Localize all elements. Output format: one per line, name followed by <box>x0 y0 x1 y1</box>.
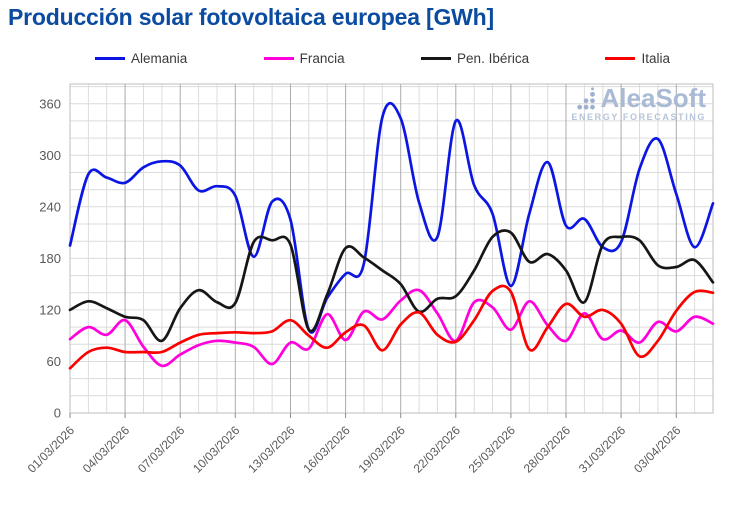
svg-text:300: 300 <box>39 148 61 163</box>
legend-swatch-francia <box>263 57 294 60</box>
svg-text:180: 180 <box>39 251 61 266</box>
legend-item-alemania: Alemania <box>95 51 187 66</box>
legend-swatch-italia <box>605 57 636 60</box>
watermark-subtitle: ENERGY FORECASTING <box>571 112 706 122</box>
legend-item-italia: Italia <box>605 51 670 66</box>
svg-text:31/03/2026: 31/03/2026 <box>576 423 629 476</box>
svg-text:120: 120 <box>39 302 61 317</box>
svg-text:13/03/2026: 13/03/2026 <box>245 423 298 476</box>
svg-text:60: 60 <box>47 354 61 369</box>
svg-text:07/03/2026: 07/03/2026 <box>135 423 188 476</box>
svg-text:10/03/2026: 10/03/2026 <box>190 423 243 476</box>
page-title: Producción solar fotovoltaica europea [G… <box>8 4 494 30</box>
chart-legend: Alemania Francia Pen. Ibérica Italia <box>95 51 670 66</box>
svg-text:360: 360 <box>39 96 61 111</box>
legend-label-pen-iberica: Pen. Ibérica <box>457 51 530 66</box>
legend-label-alemania: Alemania <box>131 51 188 66</box>
svg-text:28/03/2026: 28/03/2026 <box>521 423 574 476</box>
watermark-name: AleaSoft <box>600 83 706 113</box>
legend-item-pen-iberica: Pen. Ibérica <box>421 51 529 66</box>
svg-text:01/03/2026: 01/03/2026 <box>25 423 78 476</box>
svg-text:0: 0 <box>54 406 61 421</box>
svg-text:04/03/2026: 04/03/2026 <box>80 423 133 476</box>
legend-item-francia: Francia <box>263 51 345 66</box>
svg-text:19/03/2026: 19/03/2026 <box>355 423 408 476</box>
series-line-francia <box>68 288 715 368</box>
svg-text:16/03/2026: 16/03/2026 <box>300 423 353 476</box>
legend-swatch-alemania <box>95 57 125 60</box>
watermark: AleaSoft ENERGY FORECASTING <box>528 85 706 122</box>
legend-label-italia: Italia <box>641 51 670 66</box>
series-line-italia <box>68 284 715 370</box>
svg-text:25/03/2026: 25/03/2026 <box>466 423 519 476</box>
legend-label-francia: Francia <box>299 51 345 66</box>
legend-swatch-pen-iberica <box>421 57 452 60</box>
svg-text:03/04/2026: 03/04/2026 <box>631 423 684 476</box>
series-line-pen-ib-rica <box>68 229 715 343</box>
aleasoft-logo-icon <box>576 87 595 110</box>
svg-text:240: 240 <box>39 199 61 214</box>
svg-text:22/03/2026: 22/03/2026 <box>411 423 464 476</box>
